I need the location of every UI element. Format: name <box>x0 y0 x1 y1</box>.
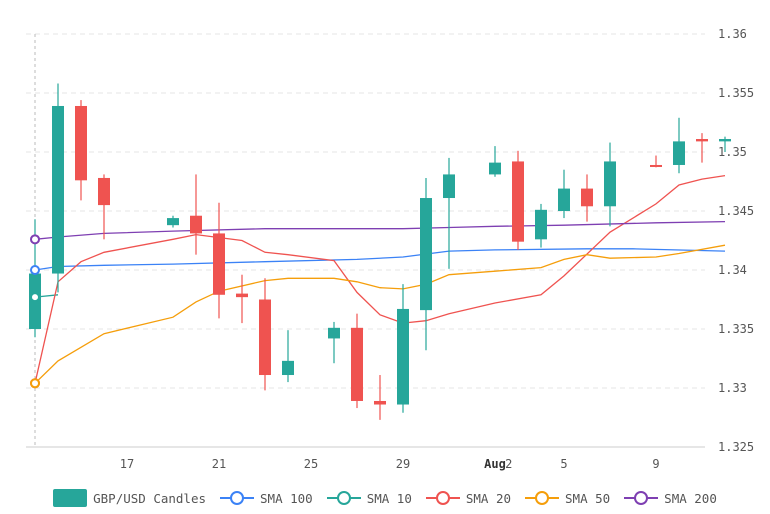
candle-down <box>512 150 524 250</box>
candle-body <box>374 400 386 405</box>
axis-labels-layer: 1.325 1.33 1.335 1.34 1.345 1.35 1.355 1.36 17 21… <box>120 27 754 471</box>
legend-line-swatch <box>525 491 560 505</box>
legend-line-swatch <box>624 491 659 505</box>
candle-down <box>75 100 87 201</box>
x-tick-label: 5 <box>560 457 567 471</box>
candle-up <box>673 117 685 174</box>
candles-layer <box>29 83 731 420</box>
candle-body <box>581 188 593 207</box>
chart-legend: GBP/USD Candles SMA 100 SMA 10 SMA 20 SMA 50… <box>0 486 770 510</box>
candle-body <box>213 233 225 295</box>
sma-line-sma-100 <box>34 248 726 271</box>
legend-label: SMA 10 <box>366 490 412 506</box>
candle-down <box>696 133 708 163</box>
legend-item-sma-100[interactable]: SMA 100 <box>220 491 313 506</box>
sma-line-sma-50 <box>34 244 726 384</box>
candle-body <box>75 105 87 181</box>
candle-body <box>167 218 179 226</box>
legend-label: SMA 50 <box>565 490 611 506</box>
y-tick-label: 1.335 <box>718 322 754 336</box>
candle-up <box>52 83 64 293</box>
candle-up <box>282 330 294 383</box>
series-start-marker-sma-50 <box>30 378 40 389</box>
candle-body <box>696 139 708 142</box>
candle-body <box>673 141 685 165</box>
candle-body <box>351 327 363 401</box>
candle-body <box>604 161 616 207</box>
candle-up <box>443 157 455 269</box>
y-tick-label: 1.33 <box>718 381 747 395</box>
candle-body <box>443 174 455 199</box>
candle-body <box>236 293 248 298</box>
candle-body <box>420 198 432 311</box>
legend-label: SMA 100 <box>260 490 313 506</box>
sma-lines-layer <box>34 174 726 384</box>
candle-body <box>558 188 570 211</box>
legend-label: GBP/USD Candles <box>93 490 207 506</box>
candle-down <box>581 174 593 222</box>
candle-down <box>374 375 386 420</box>
candle-up <box>328 321 340 364</box>
candle-up <box>558 169 570 219</box>
candle-down <box>213 202 225 319</box>
candle-up <box>535 203 547 248</box>
legend-item-sma-10[interactable]: SMA 10 <box>326 490 412 506</box>
grid-layer <box>26 33 705 448</box>
series-start-marker-sma-200 <box>30 234 40 245</box>
series-start-markers <box>30 234 40 389</box>
legend-item-gbp-usd-candles[interactable]: GBP/USD Candles <box>53 489 206 507</box>
series-start-marker-sma-10 <box>30 292 40 303</box>
x-tick-label: 17 <box>120 457 134 471</box>
y-tick-label: 1.35 <box>718 145 747 159</box>
candle-body <box>282 360 294 376</box>
legend-label: SMA 20 <box>465 490 512 506</box>
candle-up <box>167 215 179 228</box>
x-tick-label: Aug <box>484 457 506 471</box>
y-tick-label: 1.36 <box>718 27 747 41</box>
candle-body <box>190 215 202 234</box>
y-tick-label: 1.355 <box>718 86 754 100</box>
x-tick-label: 29 <box>396 457 410 471</box>
legend-label: SMA 200 <box>664 490 717 506</box>
candle-up <box>420 177 432 351</box>
series-start-marker-sma-100 <box>30 265 40 275</box>
y-tick-label: 1.345 <box>718 204 754 218</box>
candle-body <box>397 308 409 405</box>
x-tick-label: 2 <box>505 457 512 471</box>
candle-body <box>512 161 524 242</box>
legend-candle-swatch <box>53 489 88 507</box>
y-tick-label: 1.34 <box>718 263 747 277</box>
candle-down <box>236 274 248 324</box>
candle-body <box>259 299 271 376</box>
legend-item-sma-200[interactable]: SMA 200 <box>624 491 717 506</box>
candle-down <box>259 278 271 391</box>
candle-body <box>98 177 110 206</box>
candle-body <box>719 139 731 142</box>
candle-body <box>52 105 64 274</box>
candle-body <box>535 209 547 240</box>
legend-item-sma-50[interactable]: SMA 50 <box>525 491 610 506</box>
candle-down <box>351 313 363 409</box>
candle-up <box>604 142 616 227</box>
candle-up <box>719 136 731 152</box>
candle-body <box>650 164 662 167</box>
legend-line-swatch <box>220 491 255 505</box>
candle-body <box>489 162 501 175</box>
y-tick-label: 1.325 <box>718 440 754 454</box>
candle-down <box>190 174 202 255</box>
candle-down <box>98 174 110 240</box>
sma-line-sma-200 <box>34 220 726 240</box>
candle-down <box>650 155 662 168</box>
x-tick-label: 25 <box>304 457 318 471</box>
x-tick-label: 9 <box>652 457 659 471</box>
legend-line-swatch <box>425 491 460 505</box>
candle-up <box>397 284 409 413</box>
candle-up <box>489 146 501 177</box>
candle-body <box>328 327 340 339</box>
sma-line-sma-20 <box>34 174 726 384</box>
x-tick-label: 21 <box>212 457 226 471</box>
legend-item-sma-20[interactable]: SMA 20 <box>425 490 512 506</box>
legend-line-swatch <box>326 491 361 505</box>
